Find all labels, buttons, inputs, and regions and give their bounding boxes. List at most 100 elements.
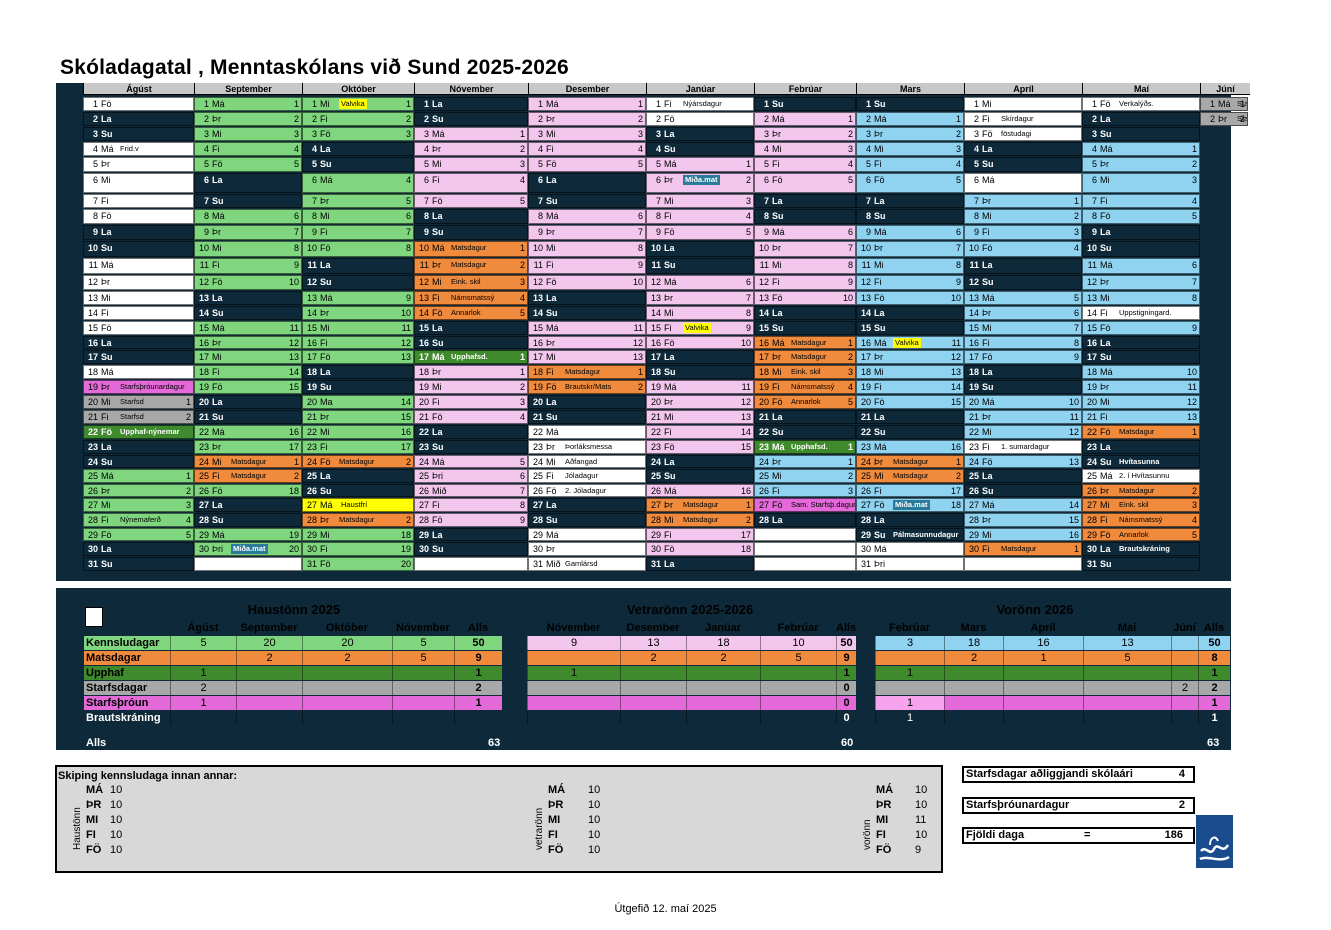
day-cell: 9 Má 6 bbox=[754, 225, 856, 240]
weekday: Fö bbox=[772, 293, 783, 303]
day-cell: 4 La bbox=[964, 142, 1082, 156]
day-number: 17 bbox=[968, 352, 979, 362]
day-cell: 28 Þr 15 bbox=[964, 513, 1082, 527]
day-cell: 6 Þr Miða.mat 2 bbox=[646, 173, 754, 193]
day-count: 5 bbox=[519, 196, 525, 206]
day-count: 7 bbox=[1073, 323, 1079, 333]
term-col-header: Alls bbox=[836, 622, 857, 634]
term-cell bbox=[686, 696, 760, 710]
weekday: Fö bbox=[432, 196, 443, 206]
day-cell: 13 Fö 10 bbox=[856, 291, 964, 305]
day-number: 30 bbox=[650, 544, 661, 554]
day-cell: 27 Fö Sam. Starfsþ.dagur bbox=[754, 498, 856, 512]
day-number: 2 bbox=[92, 114, 98, 124]
weekday: Þr bbox=[664, 175, 673, 185]
day-number: 28 bbox=[418, 515, 429, 525]
weekday: Mi bbox=[982, 99, 992, 109]
day-count: 3 bbox=[519, 397, 525, 407]
weekday: Þr bbox=[1218, 114, 1227, 124]
day-count: 6 bbox=[293, 211, 299, 221]
day-count: 7 bbox=[405, 227, 411, 237]
day-number: 13 bbox=[968, 293, 979, 303]
term-cell bbox=[620, 696, 686, 710]
day-number: 24 bbox=[968, 457, 979, 467]
info-eq: = bbox=[1084, 829, 1091, 841]
day-count: 2 bbox=[185, 486, 191, 496]
day-cell: 22 Fi 14 bbox=[646, 425, 754, 439]
weekday: Su bbox=[982, 277, 994, 287]
term-total-cell: 50 bbox=[836, 636, 856, 650]
day-cell: 20 Fi 3 bbox=[414, 395, 528, 409]
day-cell: 30 Fi 19 bbox=[302, 542, 414, 556]
term-cell bbox=[944, 681, 1003, 695]
day-number: 29 bbox=[306, 530, 317, 540]
weekday: Su bbox=[546, 412, 558, 422]
day-cell: 2 Fö bbox=[646, 112, 754, 126]
day-count: 8 bbox=[745, 308, 751, 318]
weekday: Þri bbox=[212, 544, 223, 554]
day-count: 4 bbox=[519, 175, 525, 185]
weekday: Þr bbox=[772, 457, 781, 467]
weekday: Þr bbox=[982, 412, 991, 422]
day-number: 7 bbox=[865, 196, 871, 206]
day-count: 2 bbox=[847, 471, 853, 481]
month-header: Apríl bbox=[964, 83, 1082, 95]
day-number: 13 bbox=[650, 293, 661, 303]
day-number: 24 bbox=[860, 457, 871, 467]
day-cell: 18 Má bbox=[83, 365, 194, 379]
day-number: 19 bbox=[758, 382, 769, 392]
weekday: Þr bbox=[874, 352, 883, 362]
day-number: 22 bbox=[87, 427, 98, 437]
day-number: 13 bbox=[306, 293, 317, 303]
term-total-cell: 0 bbox=[836, 711, 856, 725]
weekday: Mið bbox=[546, 559, 561, 569]
day-cell: 2 Su bbox=[414, 112, 528, 126]
day-cell: 26 Þr 2 bbox=[83, 484, 194, 497]
day-count: 1 bbox=[637, 99, 643, 109]
day-number: 10 bbox=[87, 243, 98, 253]
weekday: Su bbox=[320, 382, 332, 392]
day-count: 17 bbox=[400, 442, 411, 452]
weekday: La bbox=[320, 471, 331, 481]
info-fjoldi: Fjöldi daga = 186 bbox=[962, 827, 1195, 844]
day-note: Matsdagur bbox=[231, 457, 267, 466]
day-number: 6 bbox=[1091, 175, 1097, 185]
weekday: Má bbox=[212, 530, 225, 540]
day-number: 10 bbox=[306, 243, 317, 253]
day-cell: 2 Þr 2 bbox=[528, 112, 646, 126]
weekday: Mi bbox=[874, 367, 884, 377]
day-count: 10 bbox=[950, 293, 961, 303]
weekday: Fi bbox=[320, 338, 328, 348]
weekday: La bbox=[982, 144, 993, 154]
day-number: 12 bbox=[87, 277, 98, 287]
day-number: 8 bbox=[973, 211, 979, 221]
day-number: 2 bbox=[865, 114, 871, 124]
day-count: 3 bbox=[293, 129, 299, 139]
day-number: 28 bbox=[532, 515, 543, 525]
day-number: 6 bbox=[865, 175, 871, 185]
weekday: Mi bbox=[320, 427, 330, 437]
day-cell: 22 Má 16 bbox=[194, 425, 302, 439]
day-number: 28 bbox=[87, 515, 98, 525]
day-note: Starfsd bbox=[1237, 99, 1248, 108]
weekday: Su bbox=[212, 308, 224, 318]
weekday: Má bbox=[874, 227, 887, 237]
day-number: 10 bbox=[758, 243, 769, 253]
day-cell: 24 Fö 13 bbox=[964, 455, 1082, 468]
weekday: Fi bbox=[546, 260, 554, 270]
weekday: Fö bbox=[874, 293, 885, 303]
weekday: Þr bbox=[982, 515, 991, 525]
day-cell: 12 Mi Eink. skil 3 bbox=[414, 275, 528, 290]
day-number: 24 bbox=[758, 457, 769, 467]
day-note: Brautskr/Mats bbox=[565, 382, 612, 391]
school-logo bbox=[1196, 815, 1233, 868]
weekday: La bbox=[1100, 442, 1111, 452]
term-cell: 2 bbox=[1171, 681, 1198, 695]
term-cell bbox=[1003, 681, 1083, 695]
day-number: 5 bbox=[1091, 159, 1097, 169]
day-number: 19 bbox=[650, 382, 661, 392]
day-note: Uppstigningard. bbox=[1119, 308, 1172, 317]
term-total-cell: 50 bbox=[454, 636, 502, 650]
weekday: Fi bbox=[874, 159, 882, 169]
term-col-header: Nóvember bbox=[396, 622, 450, 634]
